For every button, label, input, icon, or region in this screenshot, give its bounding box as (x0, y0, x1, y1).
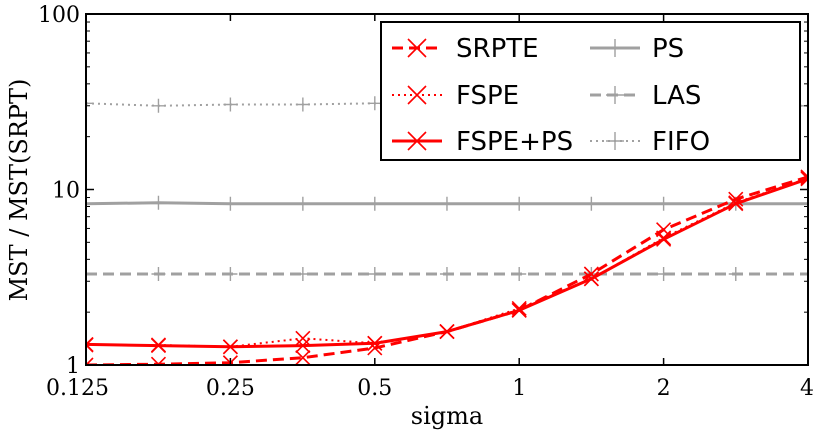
legend-item: PS (590, 34, 684, 64)
y-tick-label: 100 (38, 3, 80, 28)
data-point (295, 196, 310, 211)
x-tick-label: 2 (657, 376, 671, 401)
data-point (367, 335, 383, 351)
data-point (583, 266, 599, 282)
y-axis-label: MST / MST(SRPT) (5, 79, 33, 302)
data-point (295, 338, 311, 354)
y-tick-label: 1 (66, 354, 80, 379)
data-point (584, 196, 599, 211)
data-point (223, 97, 238, 112)
legend-item: LAS (590, 81, 701, 111)
legend-marker (606, 39, 624, 57)
x-tick-label: 1 (512, 376, 526, 401)
data-point (512, 267, 527, 282)
data-point (223, 196, 238, 211)
tick-layer: 0.125 0.25 0.5 1 2 4 1 10 100 (38, 3, 814, 401)
data-point (86, 96, 93, 111)
x-tick-label: 4 (800, 376, 814, 401)
x-axis-label: sigma (411, 402, 483, 430)
data-point (151, 267, 166, 282)
data-point (439, 196, 454, 211)
data-point (439, 267, 454, 282)
data-point (801, 98, 808, 113)
data-point (295, 97, 310, 112)
legend-marker (407, 38, 427, 58)
series-layer (86, 96, 808, 365)
data-point (86, 357, 94, 365)
data-point (728, 191, 744, 207)
legend-label: LAS (652, 81, 701, 111)
data-point (151, 195, 166, 210)
x-tick-label: 0.125 (46, 376, 109, 401)
legend-box (380, 21, 801, 161)
data-point (656, 196, 671, 211)
data-point (151, 98, 166, 113)
legend-label: FSPE (456, 81, 519, 111)
data-point (86, 267, 93, 282)
data-point (367, 96, 382, 111)
legend-marker (407, 131, 427, 151)
data-point (800, 171, 808, 187)
data-point (656, 267, 671, 282)
legend-label: FIFO (652, 127, 710, 157)
data-point (86, 336, 94, 352)
legend-marker (407, 85, 427, 105)
legend-label: PS (652, 34, 684, 64)
data-point (728, 267, 743, 282)
legend-item: FSPE (392, 81, 519, 111)
data-point (439, 324, 455, 340)
x-tick-label: 0.25 (206, 376, 255, 401)
legend-label: FSPE+PS (456, 127, 573, 157)
data-point (801, 196, 808, 211)
data-point (223, 267, 238, 282)
data-point (367, 196, 382, 211)
legend: SRPTE FSPE FSPE+PS PS LAS FIFO (380, 21, 801, 161)
series-fspe-ps (86, 171, 808, 355)
y-tick-label: 10 (52, 179, 80, 204)
data-point (150, 338, 167, 354)
data-point (295, 350, 311, 365)
data-point (728, 196, 744, 212)
data-point (656, 231, 672, 247)
series-ps (86, 195, 808, 211)
legend-label: SRPTE (456, 34, 539, 64)
legend-marker (606, 132, 624, 150)
data-point (367, 267, 382, 282)
x-tick-label: 0.5 (357, 376, 392, 401)
data-point (295, 267, 310, 282)
data-point (86, 196, 93, 211)
data-point (511, 302, 527, 318)
legend-item: SRPTE (392, 34, 539, 64)
legend-marker (606, 86, 624, 104)
legend-item: FIFO (590, 127, 710, 157)
data-point (801, 267, 808, 282)
data-point (222, 339, 238, 355)
legend-item: FSPE+PS (392, 127, 573, 157)
data-point (512, 196, 527, 211)
data-point (583, 271, 599, 287)
data-point (295, 330, 311, 346)
